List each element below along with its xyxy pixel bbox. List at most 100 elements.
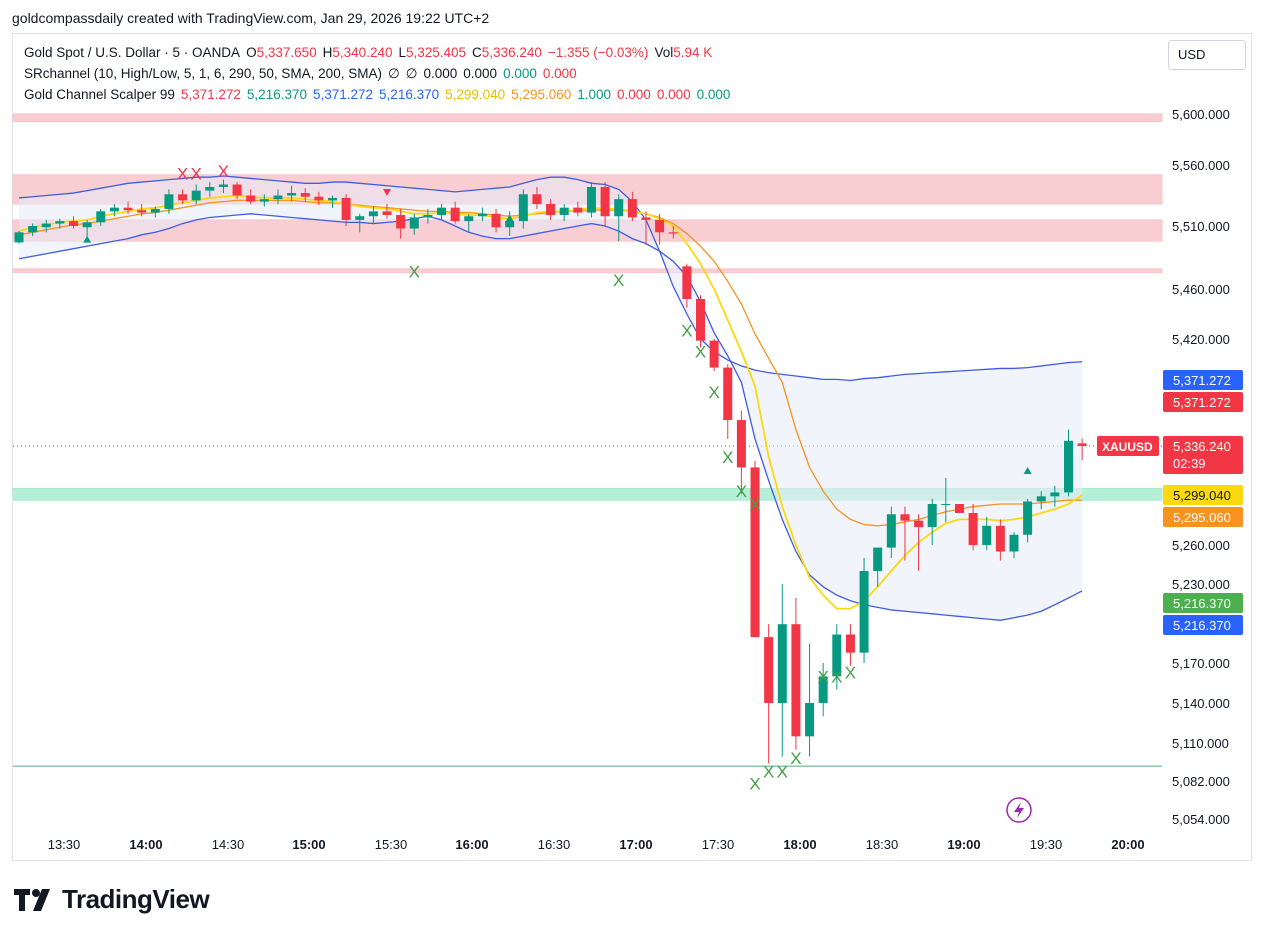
legend-sr-v1: ∅ — [387, 66, 400, 81]
candle — [232, 182, 242, 200]
candle-body — [723, 367, 733, 421]
candle-body — [886, 514, 896, 548]
candle-body — [682, 266, 692, 299]
candle — [137, 204, 147, 217]
legend-gcs-v8: 0.000 — [617, 87, 651, 102]
legend-gcs-v7: 1.000 — [577, 87, 612, 102]
candle-body — [1036, 496, 1046, 502]
candle — [709, 339, 719, 371]
zone-band — [12, 268, 1163, 274]
symbol-tag-label: XAUUSD — [1102, 440, 1153, 454]
candle — [1009, 532, 1019, 558]
candle — [682, 263, 692, 308]
candle — [600, 182, 610, 226]
price-tag-value: 5,216.370 — [1173, 618, 1231, 633]
legend-gcs-v9: 0.000 — [656, 87, 691, 102]
legend-symbol-line[interactable]: Gold Spot / U.S. Dollar · 5 · OANDA O5,33… — [24, 45, 718, 60]
candle-body — [232, 184, 242, 196]
candle-body — [873, 547, 883, 571]
price-tag: 5,336.240 02:39 XAUUSD — [1097, 436, 1243, 474]
y-axis-tick-label: 5,054.000 — [1172, 812, 1230, 827]
candle-body — [178, 194, 188, 201]
candle-body — [1050, 492, 1060, 497]
candle-body — [14, 232, 24, 243]
candle-body — [600, 186, 610, 217]
legend-gcs-v10: 0.000 — [696, 87, 731, 102]
chart-frame — [12, 33, 1252, 861]
candle-body — [464, 216, 474, 222]
candle-body — [750, 467, 760, 638]
candle-body — [668, 232, 678, 234]
candle — [437, 204, 447, 220]
x-axis-tick-label: 15:00 — [292, 837, 325, 852]
candle — [368, 206, 378, 224]
legend-gcs-line[interactable]: Gold Channel Scalper 99 5,371.272 5,216.37… — [24, 87, 736, 102]
price-tag-bg — [1163, 593, 1243, 613]
y-axis-tick-label: 5,510.000 — [1172, 219, 1230, 234]
channel-fill — [19, 175, 1083, 621]
currency-button[interactable]: USD — [1168, 40, 1246, 70]
price-tag-value: 5,299.040 — [1173, 488, 1231, 503]
legend-srchannel-line[interactable]: SRchannel (10, High/Low, 5, 1, 6, 290, 5… — [24, 66, 583, 82]
candle-body — [627, 199, 637, 218]
candle-body — [218, 184, 228, 187]
candle — [655, 213, 665, 245]
signal-x-marker: X — [681, 321, 692, 340]
candle-body — [805, 703, 815, 737]
candle — [14, 231, 24, 244]
candle — [109, 204, 119, 217]
candle-body — [205, 186, 215, 191]
candle-body — [696, 299, 705, 341]
candle — [273, 189, 283, 205]
candle — [532, 186, 542, 209]
candle-body — [764, 637, 774, 703]
tradingview-logo-icon — [14, 888, 50, 911]
candle-body — [518, 194, 528, 222]
y-axis-tick-label: 5,560.000 — [1172, 158, 1230, 173]
price-tag-value: 5,371.272 — [1173, 373, 1231, 388]
candle-body — [450, 207, 460, 222]
candle — [954, 504, 964, 513]
candle — [1036, 491, 1046, 510]
signal-x-marker: X — [613, 271, 624, 290]
signal-x-marker: X — [749, 775, 760, 794]
candle — [396, 208, 406, 239]
legend-gcs-v5: 5,299.040 — [445, 87, 506, 102]
candle — [668, 226, 678, 239]
tradingview-logo[interactable]: TradingView — [14, 884, 210, 915]
x-axis-tick-label: 17:30 — [702, 837, 735, 852]
candle-body — [437, 207, 447, 216]
candle — [423, 208, 433, 224]
candle — [750, 460, 760, 638]
candle — [164, 189, 174, 214]
candle — [205, 182, 215, 197]
candle — [845, 624, 855, 666]
price-tag-value: 5,216.370 — [1173, 596, 1231, 611]
price-tag-bg — [1163, 615, 1243, 635]
legend-open-value: 5,337.650 — [256, 45, 317, 60]
candle-body — [191, 190, 201, 201]
signal-x-marker: X — [218, 162, 229, 181]
sell-triangle-marker — [601, 193, 610, 201]
legend-gcs-title: Gold Channel Scalper 99 — [24, 87, 175, 102]
legend-symbol-title: Gold Spot / U.S. Dollar · 5 · OANDA — [24, 45, 241, 60]
candle-body — [777, 624, 787, 703]
price-tag: 5,371.272 — [1163, 370, 1243, 390]
candle-body — [845, 634, 855, 653]
price-tag: 5,299.040 — [1163, 485, 1243, 505]
legend-open-label: O — [246, 45, 257, 60]
x-axis-tick-label: 19:30 — [1030, 837, 1063, 852]
price-tag-value: 5,336.240 — [1173, 439, 1231, 454]
candle-body — [300, 193, 310, 197]
y-axis-tick-label: 5,460.000 — [1172, 282, 1230, 297]
legend-vol-label: Vol — [654, 45, 674, 60]
candle-body — [1023, 501, 1033, 535]
candle — [28, 223, 38, 237]
tradingview-brand-text: TradingView — [62, 884, 210, 914]
candle — [559, 204, 569, 222]
price-tag-bg — [1163, 436, 1243, 474]
candle — [41, 219, 51, 233]
candle-body — [927, 504, 937, 528]
signal-x-marker: X — [722, 448, 733, 467]
